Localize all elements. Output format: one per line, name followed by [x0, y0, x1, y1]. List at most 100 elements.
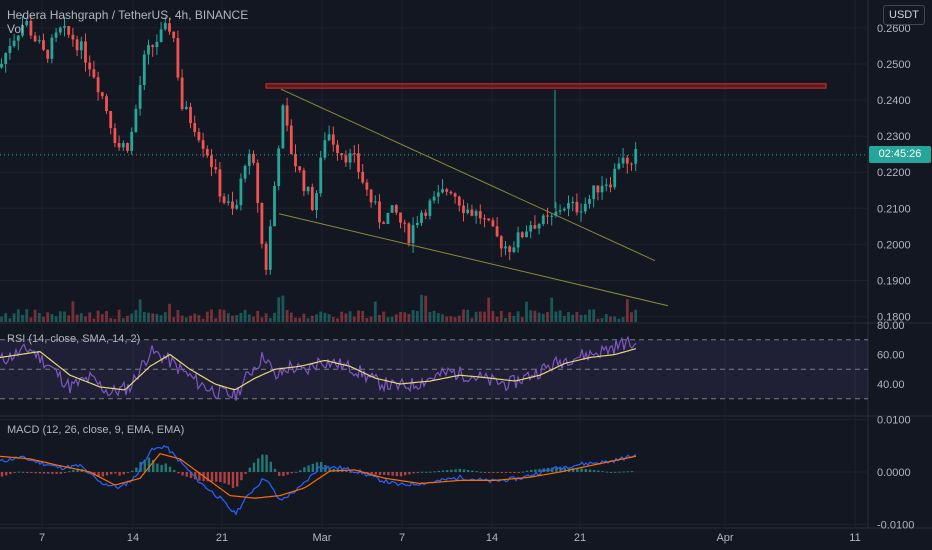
- candle-body[interactable]: [155, 41, 159, 48]
- candle-body[interactable]: [226, 201, 230, 203]
- candle-body[interactable]: [579, 211, 583, 213]
- candle-body[interactable]: [63, 26, 66, 28]
- candle-body[interactable]: [457, 196, 461, 206]
- candle-body[interactable]: [113, 128, 117, 143]
- candle-body[interactable]: [512, 247, 516, 252]
- candle-body[interactable]: [16, 35, 20, 41]
- candle-body[interactable]: [0, 63, 3, 68]
- candle-body[interactable]: [117, 142, 121, 148]
- candle-body[interactable]: [340, 153, 344, 156]
- lower-trendline[interactable]: [278, 213, 669, 307]
- candle-body[interactable]: [634, 149, 638, 164]
- candle-body[interactable]: [268, 226, 272, 270]
- candle-body[interactable]: [168, 23, 171, 32]
- candle-body[interactable]: [407, 223, 411, 244]
- candle-body[interactable]: [84, 41, 87, 63]
- candle-body[interactable]: [504, 246, 507, 249]
- candle-body[interactable]: [436, 192, 440, 197]
- candle-body[interactable]: [365, 182, 369, 190]
- candle-body[interactable]: [550, 215, 554, 217]
- candle-body[interactable]: [453, 193, 457, 197]
- candle-body[interactable]: [147, 45, 150, 55]
- candle-body[interactable]: [411, 225, 415, 244]
- candle-body[interactable]: [134, 108, 138, 132]
- candle-body[interactable]: [571, 201, 575, 204]
- candle-body[interactable]: [344, 155, 348, 163]
- candle-body[interactable]: [319, 157, 323, 194]
- candle-body[interactable]: [281, 105, 285, 149]
- candle-body[interactable]: [273, 185, 276, 227]
- macd-pane[interactable]: [0, 445, 637, 516]
- candle-body[interactable]: [575, 201, 579, 213]
- candle-body[interactable]: [197, 132, 201, 141]
- candle-body[interactable]: [193, 123, 197, 133]
- candle-body[interactable]: [264, 243, 268, 270]
- candle-body[interactable]: [92, 69, 96, 78]
- candle-body[interactable]: [441, 189, 444, 193]
- candle-body[interactable]: [499, 236, 503, 249]
- currency-selector[interactable]: USDT: [883, 5, 925, 25]
- candle-body[interactable]: [537, 224, 541, 229]
- candle-body[interactable]: [621, 157, 625, 164]
- candle-body[interactable]: [289, 125, 293, 154]
- candle-body[interactable]: [12, 40, 16, 47]
- candle-body[interactable]: [474, 211, 478, 216]
- candle-body[interactable]: [310, 186, 314, 210]
- candle-body[interactable]: [558, 210, 562, 212]
- candle-body[interactable]: [21, 25, 24, 36]
- candle-body[interactable]: [4, 53, 8, 64]
- candle-body[interactable]: [172, 31, 176, 39]
- candle-body[interactable]: [508, 246, 512, 252]
- volume-legend[interactable]: Vol: [7, 22, 24, 36]
- candle-body[interactable]: [432, 196, 436, 201]
- candle-body[interactable]: [525, 231, 528, 238]
- candle-body[interactable]: [142, 54, 146, 86]
- candle-body[interactable]: [541, 215, 545, 225]
- candle-body[interactable]: [466, 209, 470, 213]
- candle-body[interactable]: [630, 163, 633, 165]
- candle-body[interactable]: [163, 23, 167, 30]
- candle-body[interactable]: [109, 110, 113, 129]
- candle-body[interactable]: [478, 211, 482, 219]
- candle-body[interactable]: [105, 96, 108, 111]
- candle-body[interactable]: [583, 203, 587, 212]
- candle-body[interactable]: [239, 178, 243, 206]
- candle-body[interactable]: [449, 191, 453, 194]
- candle-body[interactable]: [348, 153, 352, 163]
- candle-body[interactable]: [323, 140, 327, 158]
- candle-body[interactable]: [403, 222, 407, 224]
- candle-body[interactable]: [361, 171, 365, 183]
- candle-body[interactable]: [180, 77, 184, 110]
- candle-body[interactable]: [46, 49, 50, 59]
- candle-body[interactable]: [243, 165, 247, 179]
- candle-body[interactable]: [201, 140, 205, 149]
- candle-body[interactable]: [306, 186, 310, 192]
- candle-body[interactable]: [75, 39, 79, 51]
- upper-trendline[interactable]: [280, 88, 656, 262]
- candle-body[interactable]: [533, 225, 537, 229]
- candle-body[interactable]: [37, 40, 41, 42]
- rsi-legend[interactable]: RSI (14, close, SMA, 14, 2): [7, 333, 141, 345]
- candle-body[interactable]: [357, 153, 360, 172]
- candle-body[interactable]: [562, 208, 566, 211]
- candle-body[interactable]: [378, 201, 381, 223]
- candle-body[interactable]: [600, 185, 604, 193]
- candle-body[interactable]: [260, 202, 264, 244]
- resistance-zone[interactable]: [265, 83, 827, 89]
- candle-body[interactable]: [54, 32, 58, 38]
- candle-body[interactable]: [71, 34, 75, 40]
- candle-body[interactable]: [382, 222, 386, 224]
- candle-body[interactable]: [277, 148, 281, 186]
- candle-body[interactable]: [495, 226, 499, 237]
- candle-body[interactable]: [462, 205, 465, 213]
- candle-body[interactable]: [546, 215, 549, 217]
- candle-body[interactable]: [235, 205, 239, 209]
- macd-line[interactable]: [0, 445, 637, 516]
- candle-body[interactable]: [415, 222, 419, 226]
- candle-body[interactable]: [88, 62, 92, 70]
- candle-body[interactable]: [210, 155, 213, 168]
- candle-body[interactable]: [424, 212, 428, 216]
- candle-body[interactable]: [218, 169, 222, 197]
- candle-body[interactable]: [58, 27, 62, 33]
